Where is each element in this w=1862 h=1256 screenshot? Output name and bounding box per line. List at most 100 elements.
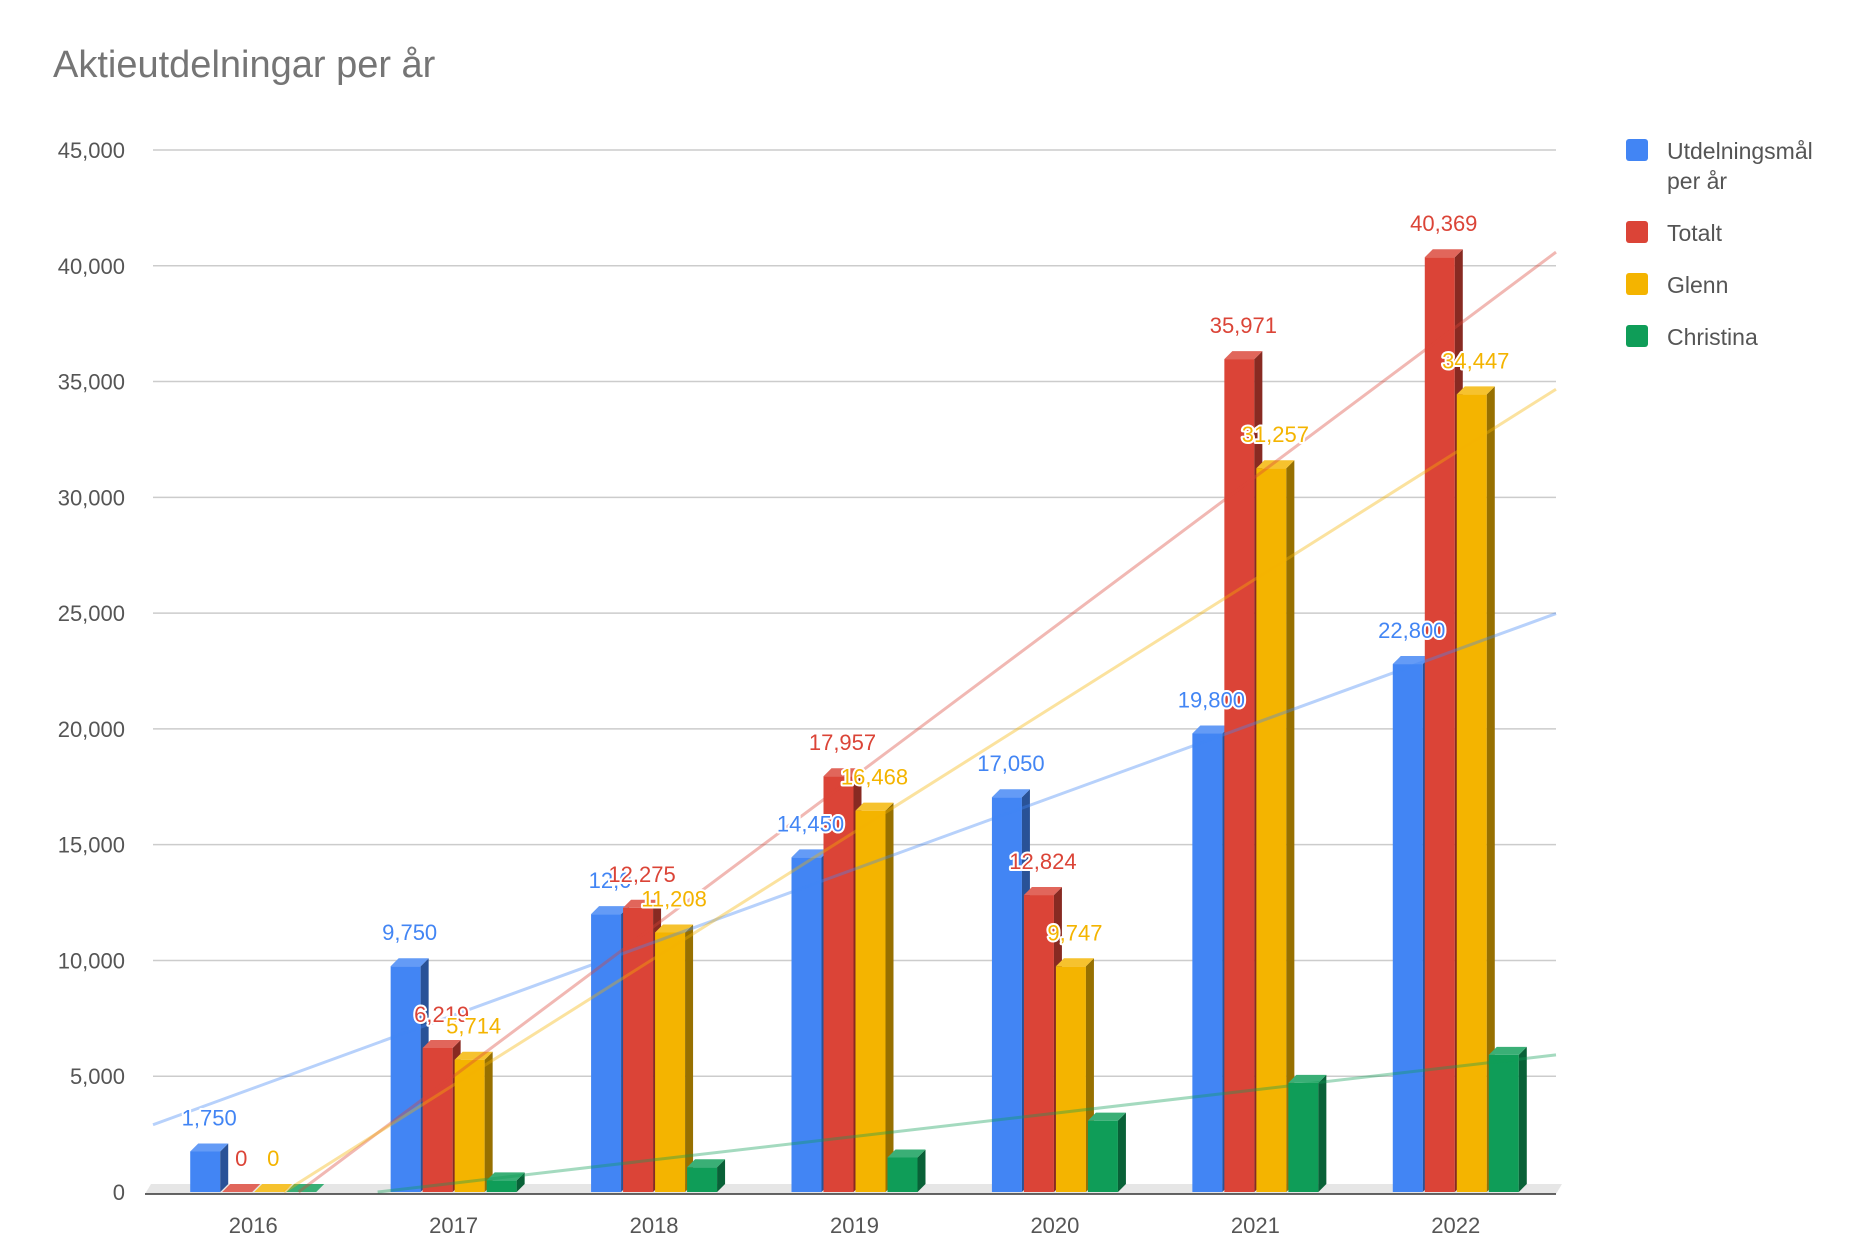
bar-top-face	[687, 1159, 726, 1168]
legend-label: Totalt	[1667, 220, 1722, 246]
bar-top-face	[991, 789, 1030, 798]
bar-front-face	[190, 1151, 221, 1192]
chart-title: Aktieutdelningar per år	[53, 44, 436, 86]
bar-top-face	[791, 849, 830, 858]
bar-front-face	[991, 797, 1022, 1192]
legend-label: Utdelningsmål per år	[1667, 138, 1813, 194]
data-label: 6,219	[414, 1002, 469, 1027]
bar-side-face	[1286, 460, 1295, 1192]
bar-top-face	[454, 1051, 493, 1060]
bar-side-face	[220, 1143, 229, 1192]
bar-christina-2021	[1288, 1074, 1327, 1192]
bar-side-face	[1486, 386, 1495, 1192]
bar-front-face	[1087, 1120, 1118, 1192]
bar-side-face	[917, 1149, 926, 1192]
bar-top-face	[222, 1184, 261, 1192]
bar-top-face	[1087, 1112, 1126, 1121]
y-tick-label: 40,000	[58, 254, 125, 279]
legend-label: Glenn	[1667, 272, 1729, 298]
bar-glenn-2018	[655, 924, 694, 1192]
x-tick-label: 2018	[630, 1213, 679, 1238]
data-label: 9,750	[382, 920, 437, 945]
x-tick-label: 2016	[229, 1213, 278, 1238]
bar-totalt-2016	[222, 1184, 261, 1192]
legend-label: Christina	[1667, 324, 1758, 350]
bar-utdelningsm-l-per-r-2016	[190, 1143, 229, 1192]
bar-front-face	[1488, 1054, 1519, 1192]
bar-top-face	[422, 1039, 461, 1048]
trendline-glenn	[283, 387, 1557, 1194]
bar-top-face	[190, 1143, 229, 1152]
data-label: 12,824	[1009, 849, 1076, 874]
bar-top-face	[1224, 351, 1263, 360]
data-label: 0	[267, 1146, 279, 1171]
bar-front-face	[1192, 733, 1223, 1192]
bar-top-face	[1256, 460, 1295, 469]
bar-front-face	[1023, 895, 1054, 1192]
x-tick-label: 2017	[429, 1213, 478, 1238]
bar-top-face	[887, 1149, 926, 1158]
bar-side-face	[685, 924, 694, 1192]
bar-side-face	[484, 1051, 493, 1192]
bar-front-face	[887, 1157, 918, 1192]
bar-top-face	[1392, 656, 1431, 665]
bar-christina-2019	[887, 1149, 926, 1192]
trendline-utdelningsm-l-per-r	[152, 612, 1557, 1127]
data-label: 5,714	[446, 1014, 501, 1039]
bar-top-face	[855, 802, 894, 811]
axis-labels: 0 5,000 10,000 15,000 20,000 25,000 30,000 35,0…	[58, 138, 1481, 1238]
legend-item: Utdelningsmål per år	[1626, 136, 1856, 196]
legend-swatch	[1626, 325, 1648, 347]
bar-top-face	[1424, 249, 1463, 258]
y-tick-label: 10,000	[58, 948, 125, 973]
data-label: 9,747	[1047, 920, 1102, 945]
y-tick-label: 25,000	[58, 601, 125, 626]
bar-top-face	[1456, 386, 1495, 395]
bars	[190, 249, 1527, 1192]
y-tick-label: 0	[113, 1180, 125, 1205]
data-label: 14,450	[777, 811, 844, 836]
data-label: 12,0	[589, 868, 632, 893]
legend: Utdelningsmål per år Totalt Glenn Christina	[1626, 136, 1856, 374]
bar-front-face	[1456, 394, 1487, 1192]
bar-side-face	[516, 1172, 525, 1192]
data-label: 12,275	[608, 862, 675, 887]
bar-front-face	[591, 914, 622, 1192]
bar-front-face	[390, 966, 421, 1192]
y-tick-label: 30,000	[58, 485, 125, 510]
bar-top-face	[1288, 1074, 1327, 1083]
bar-top-face	[390, 958, 429, 967]
bar-front-face	[1288, 1082, 1319, 1192]
bar-front-face	[623, 907, 654, 1192]
bar-top-face	[823, 768, 862, 777]
bar-front-face	[454, 1059, 485, 1192]
legend-item: Christina	[1626, 322, 1856, 352]
y-tick-label: 20,000	[58, 717, 125, 742]
bar-glenn-2022	[1456, 386, 1495, 1192]
legend-swatch	[1626, 139, 1648, 161]
data-label: 11,208	[641, 886, 707, 911]
data-label: 1,750	[182, 1105, 237, 1130]
bar-top-face	[1488, 1046, 1527, 1055]
bar-christina-2017	[486, 1172, 525, 1192]
bar-christina-2020	[1087, 1112, 1126, 1192]
bar-glenn-2017	[454, 1051, 493, 1192]
data-label: 40,369	[1410, 211, 1477, 236]
trendline-christina	[377, 1053, 1557, 1194]
y-tick-label: 5,000	[70, 1064, 125, 1089]
data-label: 22,800	[1378, 618, 1445, 643]
bar-front-face	[422, 1047, 453, 1192]
data-label: 17,957	[809, 730, 876, 755]
bar-side-face	[717, 1159, 726, 1192]
bar-top-face	[1055, 958, 1094, 967]
data-label: 17,050	[977, 751, 1044, 776]
bar-front-face	[687, 1167, 718, 1192]
y-tick-label: 15,000	[58, 833, 125, 858]
bar-top-face	[254, 1184, 293, 1192]
bar-glenn-2016	[254, 1184, 293, 1192]
bar-front-face	[1392, 664, 1423, 1192]
bar-front-face	[1424, 257, 1455, 1192]
bar-front-face	[1055, 966, 1086, 1192]
bar-top-face	[486, 1172, 525, 1181]
